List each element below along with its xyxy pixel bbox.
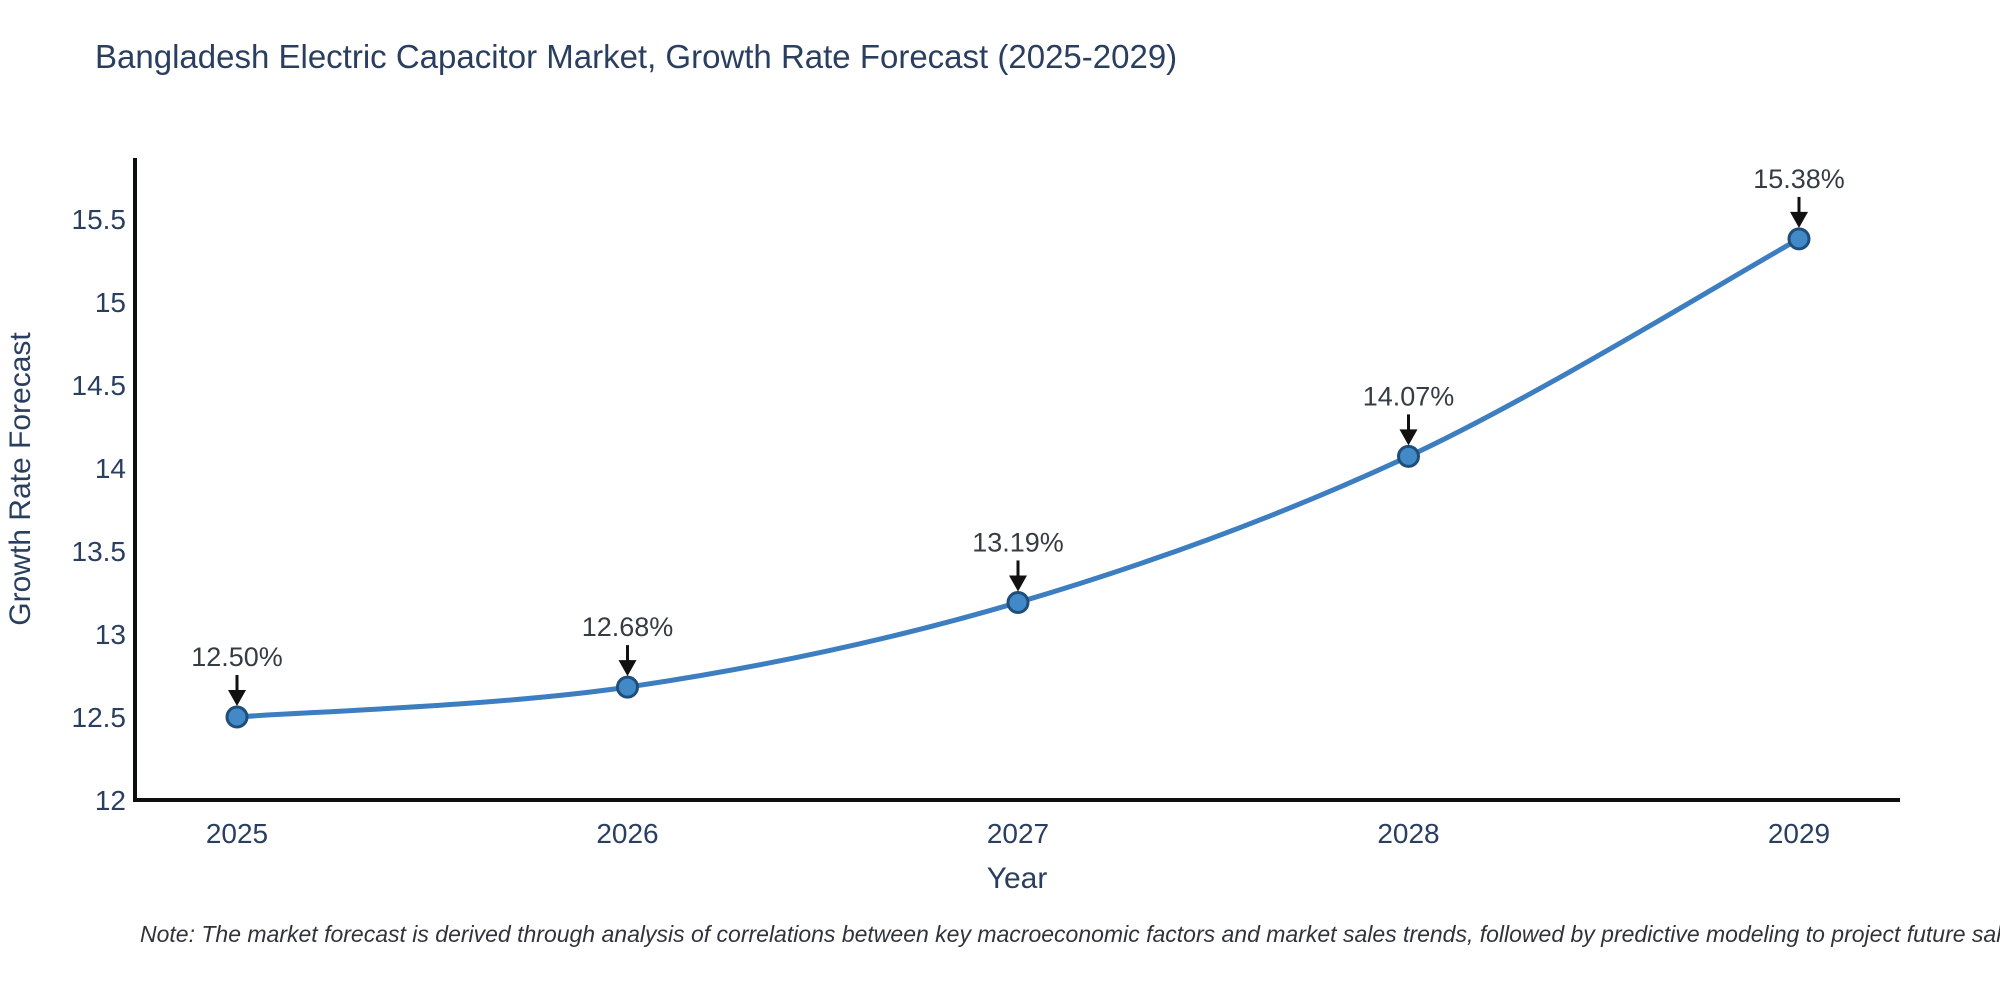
data-point-label: 13.19% bbox=[972, 527, 1064, 557]
y-tick-label: 15 bbox=[95, 287, 126, 318]
chart-title: Bangladesh Electric Capacitor Market, Gr… bbox=[95, 38, 1178, 75]
y-tick-label: 15.5 bbox=[72, 204, 127, 235]
data-point-label: 14.07% bbox=[1363, 381, 1455, 411]
annotation-arrowhead-icon bbox=[1009, 575, 1027, 592]
x-tick-label: 2029 bbox=[1768, 818, 1830, 849]
x-tick-label: 2026 bbox=[596, 818, 658, 849]
annotation-arrowhead-icon bbox=[1790, 211, 1808, 228]
data-point-marker[interactable] bbox=[616, 675, 639, 699]
annotation-arrowhead-icon bbox=[228, 690, 246, 706]
data-point-label: 12.68% bbox=[582, 612, 674, 642]
plot-area: 12 12.5 13 13.5 14 14.5 15 15.5 2025 2026 2027 2028… bbox=[72, 158, 1900, 849]
data-point-marker[interactable] bbox=[1006, 590, 1030, 614]
y-axis-title: Growth Rate Forecast bbox=[4, 332, 37, 626]
y-tick-label: 12.5 bbox=[72, 702, 127, 733]
y-tick-label: 13.5 bbox=[72, 536, 127, 567]
y-tick-label: 13 bbox=[95, 619, 126, 650]
annotation-arrowhead-icon bbox=[1399, 429, 1418, 446]
footnote: Note: The market forecast is derived thr… bbox=[140, 921, 2000, 947]
data-point-marker[interactable] bbox=[1397, 444, 1420, 468]
forecast-line bbox=[234, 236, 1802, 720]
y-tick-label: 14 bbox=[95, 453, 126, 484]
data-point-marker[interactable] bbox=[1787, 227, 1811, 251]
y-tick-label: 14.5 bbox=[72, 370, 127, 401]
annotation-arrowhead-icon bbox=[618, 660, 637, 677]
x-tick-label: 2027 bbox=[987, 818, 1049, 849]
x-axis-title: Year bbox=[987, 862, 1048, 895]
x-tick-label: 2025 bbox=[206, 818, 268, 849]
data-point-label: 12.50% bbox=[191, 642, 283, 672]
data-point-label: 15.38% bbox=[1753, 164, 1845, 194]
data-point-marker[interactable] bbox=[225, 705, 249, 729]
y-tick-label: 12 bbox=[95, 785, 126, 816]
x-tick-label: 2028 bbox=[1377, 818, 1439, 849]
growth-rate-line-chart: 12 12.5 13 13.5 14 14.5 15 15.5 2025 2026 2027 2028… bbox=[4, 158, 1900, 895]
